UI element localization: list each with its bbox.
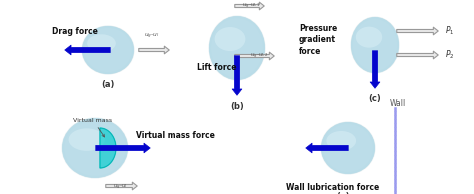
Ellipse shape [215, 27, 246, 51]
Ellipse shape [82, 27, 133, 74]
Ellipse shape [63, 119, 127, 177]
Ellipse shape [321, 122, 374, 173]
Ellipse shape [64, 119, 127, 177]
Ellipse shape [210, 17, 264, 79]
Ellipse shape [352, 18, 398, 72]
Ellipse shape [322, 123, 374, 173]
Ellipse shape [83, 27, 133, 73]
Ellipse shape [210, 17, 264, 79]
Ellipse shape [322, 123, 374, 173]
Text: Wall lubrication force: Wall lubrication force [286, 184, 380, 192]
Ellipse shape [352, 18, 398, 72]
Text: (c): (c) [369, 94, 382, 104]
Ellipse shape [322, 123, 374, 173]
Ellipse shape [63, 119, 128, 178]
Ellipse shape [210, 17, 264, 79]
Ellipse shape [352, 18, 398, 72]
Ellipse shape [62, 118, 128, 178]
Ellipse shape [209, 16, 265, 80]
Ellipse shape [62, 118, 128, 178]
Ellipse shape [82, 27, 133, 73]
Ellipse shape [62, 118, 128, 178]
Ellipse shape [210, 18, 264, 78]
Ellipse shape [321, 122, 375, 174]
Ellipse shape [351, 17, 399, 73]
Text: (a): (a) [101, 80, 115, 88]
Text: (b): (b) [230, 101, 244, 111]
Ellipse shape [64, 119, 127, 177]
Ellipse shape [321, 122, 375, 174]
Ellipse shape [210, 17, 264, 79]
Ellipse shape [322, 123, 374, 173]
Ellipse shape [83, 27, 133, 73]
Ellipse shape [321, 122, 375, 174]
Ellipse shape [210, 17, 264, 79]
Ellipse shape [210, 16, 264, 79]
Text: $u_g$-$u_{l,2}$: $u_g$-$u_{l,2}$ [250, 52, 268, 61]
Ellipse shape [209, 16, 265, 80]
Ellipse shape [352, 18, 399, 72]
Text: $u_g$-$u_{l,1}$: $u_g$-$u_{l,1}$ [242, 2, 260, 11]
Text: Wall: Wall [390, 100, 406, 108]
Text: Virtual mass force: Virtual mass force [136, 132, 215, 140]
Ellipse shape [356, 27, 382, 48]
Ellipse shape [352, 18, 398, 72]
Text: $P_1$: $P_1$ [445, 25, 455, 37]
Ellipse shape [83, 27, 133, 73]
Ellipse shape [352, 18, 398, 72]
Ellipse shape [63, 118, 128, 178]
Ellipse shape [210, 16, 264, 80]
Ellipse shape [82, 26, 134, 74]
Ellipse shape [352, 18, 398, 72]
Ellipse shape [83, 27, 133, 73]
Ellipse shape [351, 17, 399, 73]
Text: $u_g$-$u_l$: $u_g$-$u_l$ [144, 32, 160, 41]
Text: $P_2$: $P_2$ [445, 49, 455, 61]
Text: $u_g$-$u_l$: $u_g$-$u_l$ [113, 183, 128, 192]
Ellipse shape [321, 122, 374, 174]
Text: Drag force: Drag force [52, 28, 98, 36]
Ellipse shape [327, 131, 356, 151]
Ellipse shape [351, 17, 399, 73]
Ellipse shape [322, 123, 374, 173]
Ellipse shape [82, 26, 134, 74]
Ellipse shape [82, 26, 134, 74]
Ellipse shape [63, 119, 127, 177]
Ellipse shape [321, 122, 375, 174]
Polygon shape [100, 128, 116, 168]
Ellipse shape [82, 26, 134, 74]
Ellipse shape [209, 16, 265, 80]
Ellipse shape [82, 26, 134, 74]
Text: Pressure
gradient
force: Pressure gradient force [299, 24, 337, 56]
Ellipse shape [63, 119, 127, 177]
Ellipse shape [351, 17, 399, 73]
Ellipse shape [64, 120, 127, 177]
Ellipse shape [69, 128, 105, 151]
Ellipse shape [351, 17, 399, 73]
Text: Lift force: Lift force [197, 63, 237, 73]
Ellipse shape [322, 123, 374, 173]
Ellipse shape [83, 27, 133, 73]
Ellipse shape [63, 119, 127, 177]
Ellipse shape [82, 26, 134, 74]
Ellipse shape [209, 16, 265, 80]
Text: (e): (e) [336, 191, 350, 194]
Ellipse shape [210, 17, 264, 79]
Text: Virtual mass: Virtual mass [73, 118, 112, 137]
Ellipse shape [87, 34, 116, 52]
Ellipse shape [322, 123, 374, 173]
Ellipse shape [351, 17, 399, 73]
Ellipse shape [62, 118, 128, 178]
